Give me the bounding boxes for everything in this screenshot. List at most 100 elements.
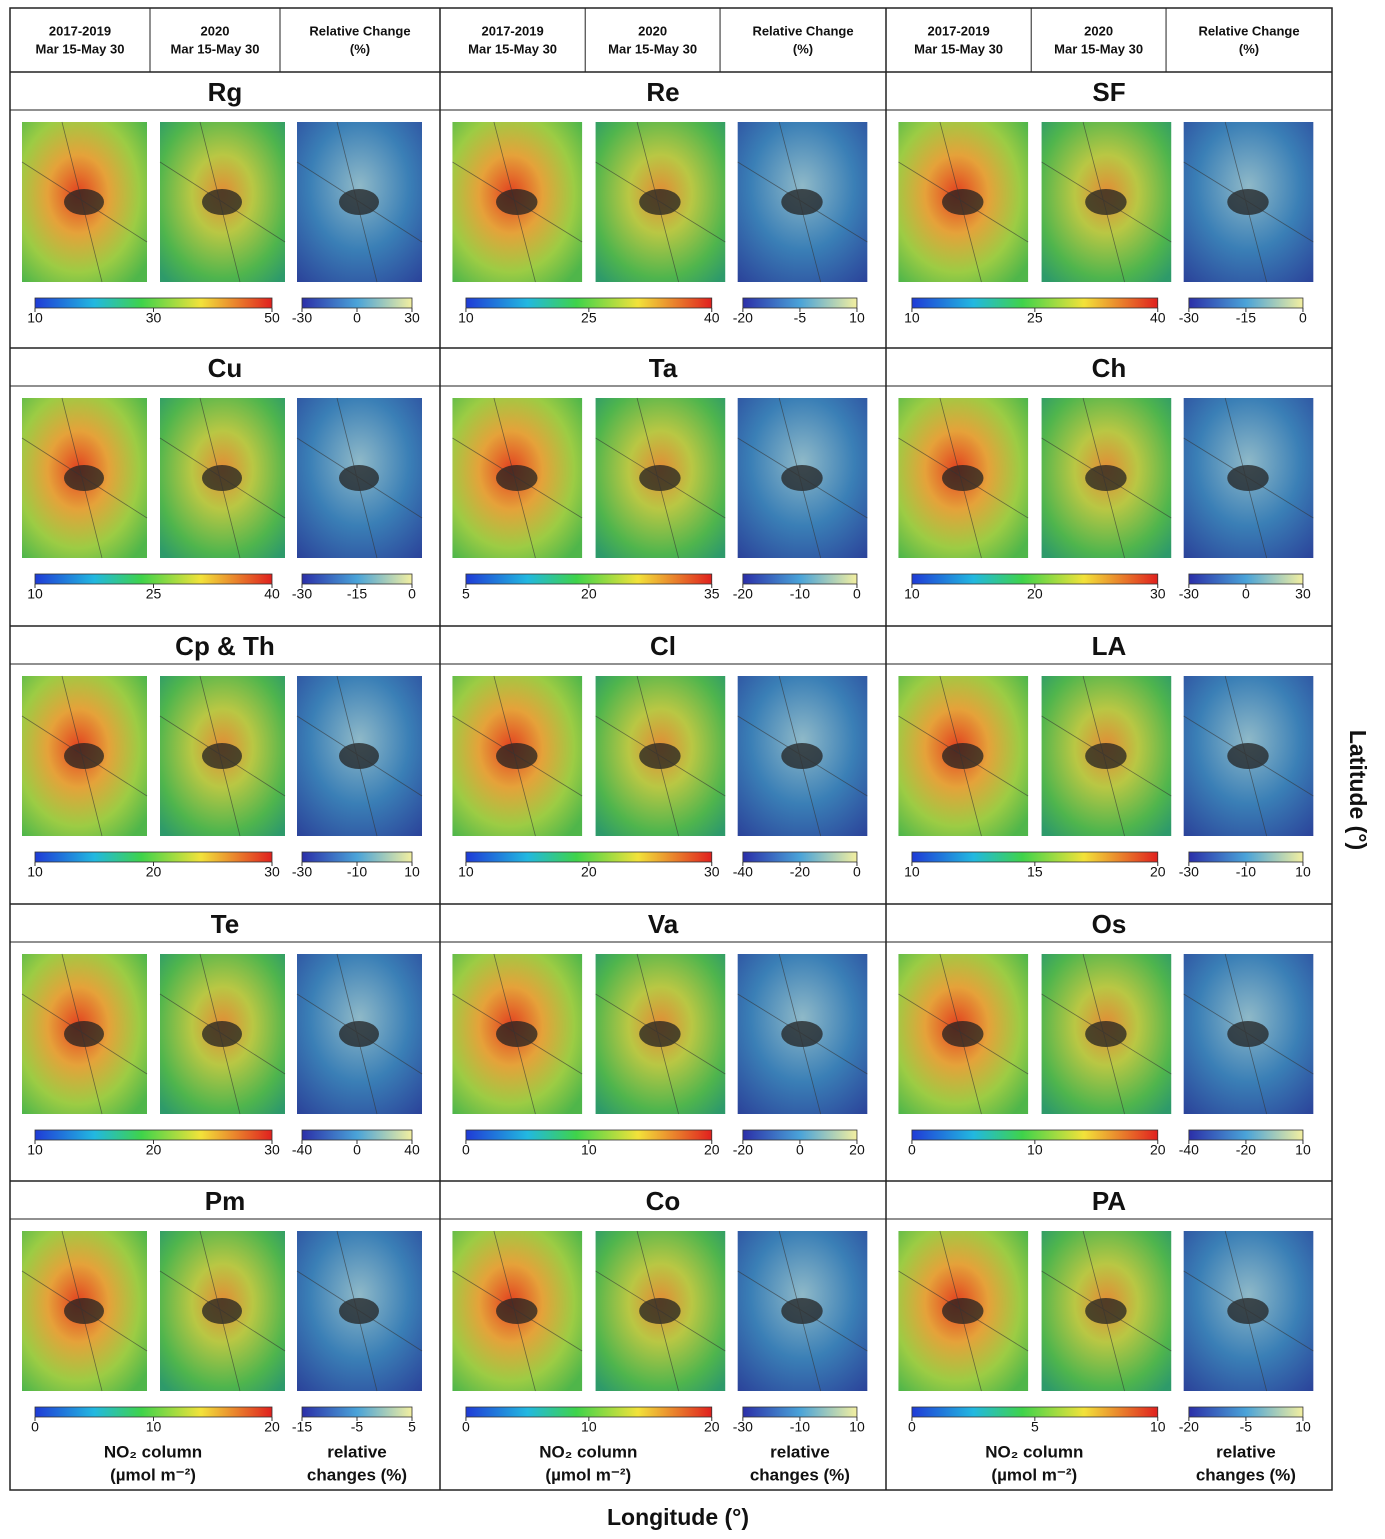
colorbar	[1189, 574, 1303, 584]
colorbar	[466, 298, 712, 308]
colorbar-tick-label: 30	[264, 1142, 280, 1158]
colorbar-tick-label: 20	[146, 1142, 162, 1158]
colorbar-label: (µmol m⁻²)	[545, 1465, 631, 1484]
colorbar-tick-label: -40	[733, 864, 753, 880]
colorbar-tick-label: 0	[853, 864, 861, 880]
colorbar	[302, 852, 412, 862]
colorbar	[35, 1130, 272, 1140]
column-header: Relative Change	[752, 23, 853, 38]
colorbar-tick-label: 0	[853, 586, 861, 602]
panel-title: Ta	[649, 353, 678, 383]
colorbar-label: NO₂ column	[104, 1442, 202, 1461]
colorbar-tick-label: -20	[790, 864, 810, 880]
colorbar-tick-label: 30	[264, 864, 280, 880]
colorbar-tick-label: 20	[1027, 586, 1043, 602]
colorbar	[1189, 852, 1303, 862]
colorbar-tick-label: 5	[462, 586, 470, 602]
colorbar-tick-label: 10	[27, 1142, 43, 1158]
x-axis-label: Longitude (°)	[607, 1504, 749, 1530]
colorbar-tick-label: -10	[790, 586, 810, 602]
colorbar-tick-label: -30	[292, 586, 312, 602]
colorbar	[466, 574, 712, 584]
colorbar	[302, 1130, 412, 1140]
colorbar-tick-label: 0	[353, 1142, 361, 1158]
colorbar-tick-label: -10	[347, 864, 367, 880]
colorbar-tick-label: -15	[347, 586, 367, 602]
colorbar-tick-label: 10	[904, 310, 920, 326]
colorbar-tick-label: -5	[794, 310, 807, 326]
colorbar-tick-label: -30	[1179, 864, 1199, 880]
colorbar-tick-label: 0	[31, 1419, 39, 1435]
colorbar	[35, 1407, 272, 1417]
colorbar-tick-label: 0	[908, 1419, 916, 1435]
colorbar-label: changes (%)	[307, 1465, 407, 1484]
colorbar-tick-label: 10	[1150, 1419, 1166, 1435]
column-header: (%)	[793, 41, 813, 56]
colorbar-tick-label: 40	[404, 1142, 420, 1158]
colorbar-tick-label: -40	[1179, 1142, 1199, 1158]
column-header: Relative Change	[309, 23, 410, 38]
colorbar	[302, 298, 412, 308]
colorbar	[466, 1130, 712, 1140]
column-header: Relative Change	[1198, 23, 1299, 38]
colorbar-tick-label: 10	[904, 864, 920, 880]
colorbar-tick-label: 0	[462, 1419, 470, 1435]
colorbar-tick-label: 15	[1027, 864, 1043, 880]
figure: Latitude (°) Longitude (°) 2017-2019Mar …	[0, 0, 1385, 1534]
colorbar	[743, 574, 857, 584]
colorbar-tick-label: 10	[27, 310, 43, 326]
colorbar-tick-label: 0	[796, 1142, 804, 1158]
panel-title: Cl	[650, 631, 676, 661]
colorbar	[35, 298, 272, 308]
colorbar-tick-label: 25	[1027, 310, 1043, 326]
colorbar-tick-label: 5	[1031, 1419, 1039, 1435]
column-header: 2020	[1084, 23, 1113, 38]
panel-title: Pm	[205, 1186, 245, 1216]
colorbar	[466, 1407, 712, 1417]
column-header: Mar 15-May 30	[468, 41, 557, 56]
colorbar-tick-label: -20	[733, 586, 753, 602]
colorbar-tick-label: 20	[1150, 864, 1166, 880]
column-header: 2017-2019	[482, 23, 544, 38]
colorbar-tick-label: 30	[1150, 586, 1166, 602]
colorbar-tick-label: -15	[1236, 310, 1256, 326]
colorbar-tick-label: -5	[351, 1419, 364, 1435]
colorbar-tick-label: -10	[1236, 864, 1256, 880]
colorbar-label: relative	[770, 1442, 830, 1461]
colorbar-tick-label: 10	[1295, 1142, 1311, 1158]
colorbar-tick-label: -15	[292, 1419, 312, 1435]
colorbar	[912, 1407, 1158, 1417]
colorbar	[1189, 298, 1303, 308]
colorbar-tick-label: 40	[264, 586, 280, 602]
colorbar-tick-label: 20	[581, 864, 597, 880]
column-header: Mar 15-May 30	[608, 41, 697, 56]
colorbar	[35, 852, 272, 862]
colorbar-label: (µmol m⁻²)	[991, 1465, 1077, 1484]
column-header: 2017-2019	[928, 23, 990, 38]
colorbar	[743, 852, 857, 862]
colorbar-tick-label: 5	[408, 1419, 416, 1435]
colorbar-tick-label: 10	[27, 864, 43, 880]
colorbar	[1189, 1130, 1303, 1140]
colorbar	[302, 1407, 412, 1417]
colorbar-tick-label: 25	[581, 310, 597, 326]
colorbar-tick-label: 10	[404, 864, 420, 880]
colorbar-tick-label: 10	[904, 586, 920, 602]
panel-title: Va	[648, 909, 679, 939]
colorbar-tick-label: 20	[849, 1142, 865, 1158]
colorbar-tick-label: 0	[1299, 310, 1307, 326]
panel-title: Rg	[208, 77, 243, 107]
colorbar-tick-label: 0	[353, 310, 361, 326]
colorbar	[743, 1407, 857, 1417]
colorbar-tick-label: -10	[790, 1419, 810, 1435]
colorbar-tick-label: -30	[1179, 310, 1199, 326]
colorbar-tick-label: 0	[908, 1142, 916, 1158]
column-header: (%)	[1239, 41, 1259, 56]
colorbar-tick-label: 10	[1295, 1419, 1311, 1435]
colorbar	[912, 1130, 1158, 1140]
colorbar-tick-label: 10	[581, 1419, 597, 1435]
colorbar-tick-label: 10	[27, 586, 43, 602]
column-header: 2020	[638, 23, 667, 38]
colorbar-tick-label: -40	[292, 1142, 312, 1158]
colorbar-tick-label: 50	[264, 310, 280, 326]
